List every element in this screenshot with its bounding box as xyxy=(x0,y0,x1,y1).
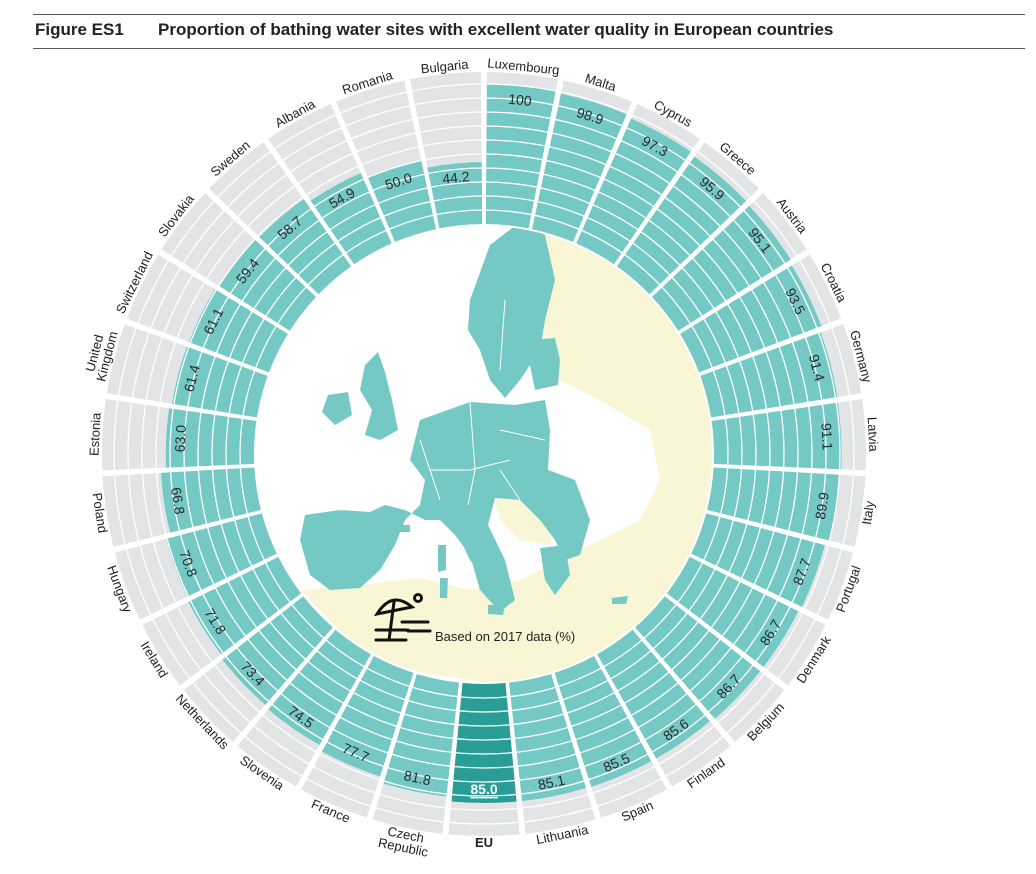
sector-divider xyxy=(297,653,374,790)
bar-greece xyxy=(616,156,747,295)
sector-divider xyxy=(233,626,336,746)
sector-divider xyxy=(112,510,263,552)
map-land-islands xyxy=(398,525,505,615)
sector-divider xyxy=(712,464,867,475)
sector-divider xyxy=(573,101,637,245)
bar-belgium xyxy=(635,596,761,719)
map-land-non-eu xyxy=(300,226,712,682)
sector-divider xyxy=(180,593,304,690)
sector-divider xyxy=(710,394,863,421)
bar-netherlands xyxy=(222,596,333,705)
sector-divider xyxy=(158,250,291,334)
sector-divider xyxy=(551,672,600,820)
beach-umbrella-icon xyxy=(373,593,432,642)
sector-divider xyxy=(368,672,417,820)
value-label-latvia: 91.1 xyxy=(818,423,835,451)
sector-divider xyxy=(124,319,270,376)
bar-portugal xyxy=(691,513,825,607)
category-label-estonia: Estonia xyxy=(86,411,103,456)
bar-france xyxy=(321,655,414,777)
sector-divider xyxy=(705,510,856,552)
sector-divider xyxy=(139,553,279,624)
bar-romania xyxy=(367,160,436,242)
map-borders xyxy=(339,299,546,511)
sector-divider xyxy=(331,101,395,245)
bar-denmark xyxy=(666,556,799,667)
value-label-united-kingdom: 61.4 xyxy=(181,363,203,394)
category-label-italy: Italy xyxy=(859,499,878,525)
value-label-czech-republic: 81.8 xyxy=(403,767,433,788)
bar-austria xyxy=(651,205,791,331)
sector-dividers xyxy=(101,71,867,836)
sector-divider xyxy=(698,319,844,376)
category-label-poland: Poland xyxy=(89,492,110,534)
bar-slovakia xyxy=(219,240,317,331)
bar-estonia xyxy=(165,408,257,468)
sector-divider xyxy=(101,464,256,475)
sector-divider xyxy=(528,78,563,230)
value-label-malta: 98.9 xyxy=(575,104,606,127)
bar-malta xyxy=(532,93,627,242)
value-label-germany: 91.4 xyxy=(806,353,828,384)
value-label-bulgaria: 44.2 xyxy=(442,168,471,187)
sector-divider xyxy=(613,138,704,267)
bar-croatia xyxy=(680,265,822,373)
europe-map xyxy=(256,226,712,682)
value-label-estonia: 63.0 xyxy=(172,424,189,452)
sector-divider xyxy=(444,681,463,836)
map-land-greece xyxy=(540,545,570,595)
bar-finland xyxy=(597,629,710,759)
bar-united-kingdom xyxy=(172,346,268,418)
sector-divider xyxy=(594,653,671,790)
category-label-eu: EU xyxy=(475,835,493,850)
map-land-uk xyxy=(360,352,398,440)
sector-divider xyxy=(505,681,524,836)
bar-hungary xyxy=(166,513,277,597)
figure-label: Figure ES1 xyxy=(35,20,124,39)
sector-divider xyxy=(664,593,788,690)
value-label-eu: 85.0 xyxy=(470,781,497,797)
sector-divider xyxy=(649,189,763,298)
bar-cyprus xyxy=(576,118,691,265)
category-label-latvia: Latvia xyxy=(865,417,882,453)
chart-note: Based on 2017 data (%) xyxy=(435,629,575,644)
map-land-italy xyxy=(452,505,508,600)
map-land-ireland xyxy=(322,392,352,425)
sector-divider xyxy=(632,626,735,746)
sector-divider xyxy=(105,394,258,421)
value-label-poland: 66.8 xyxy=(168,486,188,516)
bar-czech-republic xyxy=(383,673,459,797)
value-labels: 10098.997.395.995.193.591.491.189.987.78… xyxy=(168,91,836,797)
bar-spain xyxy=(554,655,652,787)
category-label-bulgaria: Bulgaria xyxy=(420,57,470,77)
sector-divider xyxy=(405,78,440,230)
bar-germany xyxy=(700,332,838,418)
figure-header: Figure ES1 Proportion of bathing water s… xyxy=(33,14,1025,49)
bar-ireland xyxy=(188,556,302,655)
category-label-luxembourg: Luxembourg xyxy=(487,55,560,77)
value-label-romania: 50.0 xyxy=(383,169,414,192)
map-land-cyprus xyxy=(612,596,628,604)
bar-bulgaria xyxy=(427,162,483,229)
value-label-italy: 89.9 xyxy=(812,491,832,521)
bar-eu xyxy=(451,683,517,804)
sector-divider xyxy=(689,553,829,624)
bar-lithuania xyxy=(509,673,586,802)
value-label-luxembourg: 100 xyxy=(508,91,533,109)
sector-divider xyxy=(205,189,319,298)
figure-title: Proportion of bathing water sites with e… xyxy=(158,20,834,39)
map-land-eu-mainland xyxy=(300,400,590,612)
bar-latvia xyxy=(711,402,842,470)
bar-sweden xyxy=(259,199,352,295)
sector-divider xyxy=(677,250,810,334)
value-label-lithuania: 85.1 xyxy=(537,772,567,793)
sector-divider xyxy=(264,138,355,267)
map-land-baltics xyxy=(528,338,560,390)
